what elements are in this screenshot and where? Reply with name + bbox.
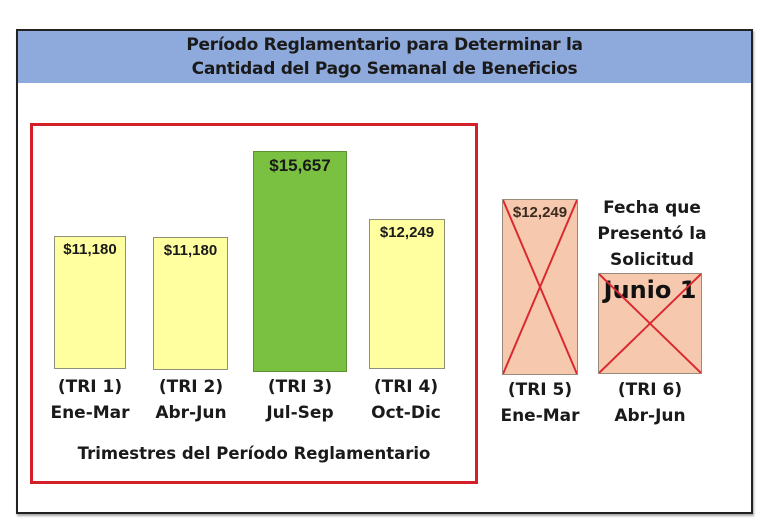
filing-line-1: Fecha que <box>603 198 701 218</box>
bar-tri-1: $11,180 <box>54 236 126 369</box>
bar-tri-4: $12,249 <box>369 219 445 369</box>
label-tri-2: (TRI 2) Abr-Jun <box>136 374 246 426</box>
diagram-frame: Período Reglamentario para Determinar la… <box>16 29 753 514</box>
filing-line-3: Solicitud <box>610 250 694 270</box>
bar-tri-6: Junio 1 <box>598 273 702 374</box>
header-title-line-1: Período Reglamentario para Determinar la <box>186 35 583 55</box>
quarter-label: (TRI 3) <box>267 377 333 397</box>
quarter-months: Oct-Dic <box>371 403 441 423</box>
base-period-caption: Trimestres del Período Reglamentario <box>77 444 431 463</box>
filing-date-label: Fecha que Presentó la Solicitud <box>592 195 712 273</box>
quarter-months: Ene-Mar <box>500 406 580 426</box>
bar-value: $11,180 <box>163 242 218 259</box>
diagram-header: Período Reglamentario para Determinar la… <box>18 31 751 83</box>
quarter-label: (TRI 6) <box>617 380 683 400</box>
bar-tri-2: $11,180 <box>153 237 228 370</box>
quarter-months: Jul-Sep <box>266 403 334 423</box>
quarter-label: (TRI 2) <box>158 377 224 397</box>
quarter-label: (TRI 5) <box>507 380 573 400</box>
bar-value: $12,249 <box>512 204 568 221</box>
label-tri-4: (TRI 4) Oct-Dic <box>351 374 461 426</box>
cross-out-icon <box>503 200 577 374</box>
header-title-line-2: Cantidad del Pago Semanal de Beneficios <box>191 59 578 79</box>
quarter-label: (TRI 1) <box>57 377 123 397</box>
bar-value: $15,657 <box>269 156 331 175</box>
label-tri-1: (TRI 1) Ene-Mar <box>35 374 145 426</box>
quarter-label: (TRI 4) <box>373 377 439 397</box>
base-period-box: $11,180 (TRI 1) Ene-Mar $11,180 (TRI 2) … <box>30 123 478 484</box>
label-tri-5: (TRI 5) Ene-Mar <box>485 377 595 429</box>
quarter-months: Ene-Mar <box>50 403 130 423</box>
quarter-months: Abr-Jun <box>614 406 686 426</box>
bar-tri-3: $15,657 <box>253 151 347 372</box>
bar-value: $11,180 <box>63 241 117 258</box>
label-tri-6: (TRI 6) Abr-Jun <box>595 377 705 429</box>
cross-out-icon <box>599 274 701 373</box>
filing-date-value: Junio 1 <box>603 276 697 304</box>
label-tri-3: (TRI 3) Jul-Sep <box>245 374 355 426</box>
bar-tri-5: $12,249 <box>502 199 578 375</box>
bar-value: $12,249 <box>379 224 435 241</box>
quarter-months: Abr-Jun <box>155 403 227 423</box>
filing-line-2: Presentó la <box>597 224 707 244</box>
